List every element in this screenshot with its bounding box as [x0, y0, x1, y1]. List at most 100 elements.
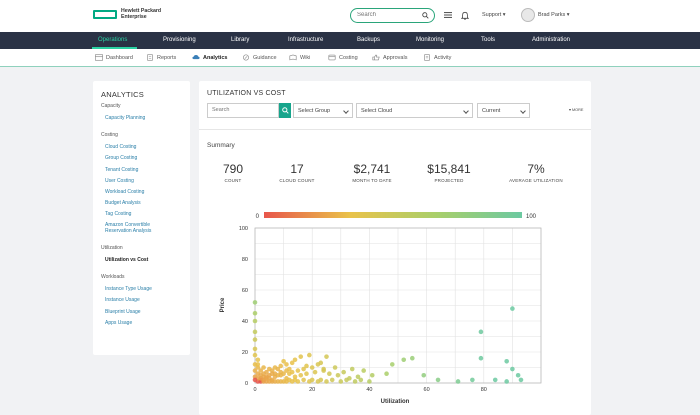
sidebar-item-user-costing[interactable]: User Costing	[105, 178, 134, 184]
data-point	[369, 372, 375, 378]
data-point	[252, 300, 258, 305]
sidebar-item-blueprint-usage[interactable]: Blueprint Usage	[105, 309, 141, 315]
data-point	[327, 371, 332, 376]
select-group-value: Select Group	[298, 107, 331, 114]
chevron-down-icon	[463, 108, 469, 114]
sidebar-title: ANALYTICS	[101, 90, 144, 99]
data-point	[272, 365, 278, 370]
sidebar-item-amazon-convertible[interactable]: Amazon Convertible Reservation Analysis	[105, 222, 152, 234]
global-search[interactable]	[350, 8, 435, 23]
sidebar-item-cloud-costing[interactable]: Cloud Costing	[105, 144, 137, 150]
more-filters-link[interactable]: ▾ MORE	[569, 108, 584, 112]
data-point	[358, 377, 364, 383]
color-scale-min-label: 0	[256, 214, 260, 220]
x-tick-label: 40	[366, 387, 372, 393]
data-point	[324, 379, 329, 384]
select-period[interactable]: Current	[477, 103, 530, 118]
chevron-down-icon	[343, 108, 349, 114]
avatar[interactable]	[521, 8, 535, 22]
filter-search-input[interactable]	[212, 107, 272, 113]
data-point	[304, 363, 309, 369]
stat-average-utilization: 7% AVERAGE UTILIZATION	[496, 162, 576, 184]
data-point	[510, 366, 515, 372]
search-icon[interactable]	[422, 12, 429, 19]
hpe-logo-mark	[93, 10, 117, 20]
color-scale-bar	[264, 212, 522, 218]
subnav-reports[interactable]: Reports	[146, 54, 176, 61]
nav-backups[interactable]: Backups	[357, 37, 381, 43]
data-point	[515, 372, 521, 378]
nav-administration[interactable]: Administration	[532, 37, 571, 43]
data-point	[470, 377, 475, 383]
sidebar-item-group-costing[interactable]: Group Costing	[105, 155, 138, 161]
data-point	[252, 352, 258, 358]
nav-library[interactable]: Library	[231, 37, 250, 43]
data-point	[401, 357, 407, 363]
filter-search-button[interactable]	[279, 103, 291, 118]
select-group[interactable]: Select Group	[293, 103, 353, 118]
subnav-reports-label: Reports	[157, 54, 177, 61]
data-point	[275, 372, 281, 378]
global-search-input[interactable]	[357, 12, 417, 18]
sidebar-item-budget-analysis[interactable]: Budget Analysis	[105, 200, 141, 206]
bell-icon[interactable]	[461, 11, 469, 20]
subnav-dashboard[interactable]: Dashboard	[95, 54, 133, 61]
subnav-guidance-label: Guidance	[253, 54, 277, 61]
data-point	[298, 354, 304, 359]
data-point	[332, 365, 338, 370]
subnav-analytics[interactable]: Analytics	[192, 54, 227, 61]
brand-line1: Hewlett Packard	[121, 8, 162, 14]
stat-count-label: COUNT	[224, 178, 242, 183]
data-point	[301, 366, 306, 372]
data-point	[267, 366, 272, 372]
nav-monitoring[interactable]: Monitoring	[416, 37, 445, 43]
data-point	[504, 379, 509, 384]
filter-search[interactable]	[207, 103, 279, 118]
data-point	[295, 368, 301, 373]
sidebar-item-instance-type-usage[interactable]: Instance Type Usage	[105, 286, 152, 292]
data-point	[435, 377, 441, 383]
data-point	[309, 365, 315, 370]
data-point	[324, 354, 329, 359]
subnav-approvals[interactable]: Approvals	[372, 54, 407, 61]
subnav-wiki[interactable]: Wiki	[289, 54, 310, 61]
sidebar-item-capacity-planning[interactable]: Capacity Planning	[105, 115, 146, 121]
subnav-activity[interactable]: Activity	[423, 54, 451, 61]
support-menu[interactable]: Support ▾	[482, 12, 506, 18]
y-tick-label: 40	[242, 319, 248, 325]
activity-icon	[424, 54, 430, 61]
brand-name: Hewlett Packard Enterprise	[121, 8, 162, 20]
stat-cloud-count-label: CLOUD COUNT	[279, 178, 315, 183]
sidebar-item-instance-usage[interactable]: Instance Usage	[105, 297, 140, 303]
sidebar-item-workload-costing[interactable]: Workload Costing	[105, 189, 145, 195]
user-menu[interactable]: Brad Parks ▾	[538, 12, 570, 18]
nav-operations[interactable]: Operations	[98, 37, 128, 43]
data-point	[361, 368, 366, 373]
select-period-value: Current	[482, 107, 501, 114]
select-cloud[interactable]: Select Cloud	[356, 103, 473, 118]
main-nav: Operations Provisioning Library Infrastr…	[0, 32, 700, 49]
sidebar-section-utilization: Utilization	[101, 245, 123, 251]
nav-infrastructure[interactable]: Infrastructure	[288, 37, 324, 43]
sidebar-section-capacity: Capacity	[101, 103, 121, 109]
sidebar-item-utilization-vs-cost[interactable]: Utilization vs Cost	[105, 257, 149, 263]
list-icon[interactable]	[444, 11, 452, 19]
stat-month-to-date-label: MONTH TO DATE	[352, 178, 392, 183]
data-point	[252, 310, 258, 316]
data-point	[281, 359, 286, 364]
sidebar-item-apps-usage[interactable]: Apps Usage	[105, 320, 133, 326]
subnav-costing[interactable]: Costing	[328, 54, 358, 61]
y-axis-label: Price	[220, 297, 226, 312]
data-point	[321, 366, 326, 372]
sidebar-item-tenant-costing[interactable]: Tenant Costing	[105, 167, 139, 173]
sidebar-item-tag-costing[interactable]: Tag Costing	[105, 211, 132, 217]
subnav-guidance[interactable]: Guidance	[242, 54, 277, 61]
nav-tools[interactable]: Tools	[481, 37, 496, 43]
nav-provisioning[interactable]: Provisioning	[163, 37, 196, 43]
stat-average-utilization-value: 7%	[527, 162, 545, 176]
data-point	[335, 372, 341, 378]
nav-active-indicator	[92, 47, 137, 49]
data-point	[389, 362, 395, 367]
x-tick-label: 20	[309, 387, 315, 393]
brand-logo[interactable]: Hewlett Packard Enterprise	[93, 8, 162, 20]
